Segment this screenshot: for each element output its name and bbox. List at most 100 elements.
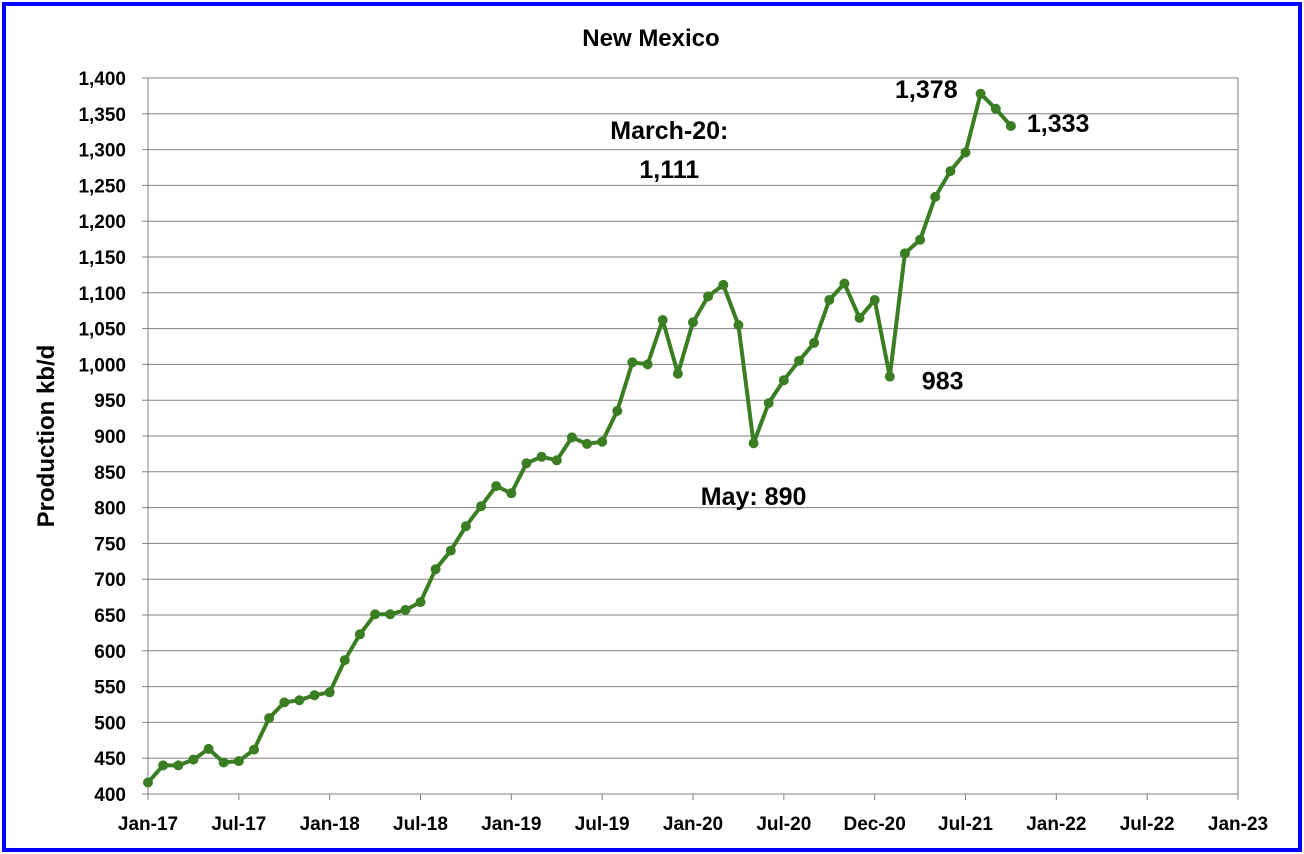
data-point: [203, 743, 214, 754]
data-point: [763, 398, 774, 409]
x-tick-label: Jul-21: [938, 814, 993, 835]
y-tick-label: 1,250: [78, 176, 126, 197]
data-point: [748, 438, 759, 449]
annotations: March-20: 1,111 May: 890 983 1,378 1,333: [610, 76, 1089, 511]
data-point: [506, 488, 517, 499]
data-point: [294, 695, 305, 706]
data-point: [309, 690, 320, 701]
y-tick-label: 1,300: [78, 141, 126, 162]
series-group: [143, 88, 1016, 788]
x-tick-label: Jan-19: [481, 814, 541, 835]
data-point: [158, 760, 169, 771]
data-point: [672, 368, 683, 379]
y-tick-label: 450: [94, 749, 126, 770]
x-tick-label: Jul-19: [575, 814, 630, 835]
y-tick-label: 550: [94, 678, 126, 699]
y-tick-label: 400: [94, 785, 126, 806]
data-point: [143, 777, 153, 788]
data-point: [809, 337, 820, 348]
y-tick-label: 1,200: [78, 212, 126, 233]
y-tick-label: 600: [94, 642, 126, 663]
data-point: [854, 312, 865, 323]
data-point: [839, 278, 850, 289]
data-point: [778, 375, 789, 386]
data-point: [264, 713, 275, 724]
data-point: [960, 147, 971, 158]
data-point: [990, 103, 1001, 114]
data-point: [385, 609, 396, 620]
data-point: [899, 248, 910, 259]
data-point: [869, 295, 880, 305]
x-tick-label: Jul-22: [1120, 814, 1175, 835]
data-point: [354, 629, 365, 640]
data-point: [582, 438, 592, 449]
data-point: [521, 458, 532, 469]
x-tick-labels: Jan-17 Jul-17 Jan-18 Jul-18 Jan-19 Jul-19 Jan-…: [118, 814, 1268, 835]
gridlines: [142, 77, 1239, 800]
data-point: [945, 166, 956, 177]
y-tick-label: 1,350: [78, 105, 126, 126]
y-tick-label: 1,100: [78, 284, 126, 305]
annotation-label: 1,378: [895, 76, 958, 104]
data-point: [915, 234, 926, 245]
y-tick-labels: 400 450 500 550 600 650 700 750 800 850 900 950 1,00…: [78, 69, 126, 806]
y-tick-label: 500: [94, 713, 126, 734]
data-point: [279, 697, 290, 708]
data-point: [642, 359, 653, 370]
y-tick-label: 950: [94, 391, 126, 412]
data-point: [218, 757, 229, 768]
data-point: [824, 295, 835, 305]
y-tick-label: 1,050: [78, 320, 126, 341]
series-line: [146, 91, 1013, 784]
x-tick-label: Dec-20: [844, 814, 906, 835]
y-tick-label: 700: [94, 570, 126, 591]
data-point: [536, 451, 547, 462]
data-point: [445, 545, 456, 556]
y-tick-label: 1,000: [78, 355, 126, 376]
x-tick-label: Jan-20: [663, 814, 723, 835]
data-point: [173, 760, 184, 771]
data-point: [733, 320, 744, 330]
data-point: [324, 687, 335, 698]
data-point: [566, 432, 577, 443]
y-tick-label: 850: [94, 463, 126, 484]
data-point: [930, 191, 941, 202]
data-point: [415, 597, 426, 608]
x-tick-label: Jul-17: [211, 814, 266, 835]
x-tick-label: Jan-23: [1208, 814, 1268, 835]
annotation-label: May: 890: [701, 483, 807, 511]
data-point: [476, 501, 487, 512]
annotation-label: 1,333: [1027, 110, 1090, 138]
y-tick-label: 1,400: [78, 69, 126, 90]
data-point: [400, 605, 411, 615]
y-axis-label: Production kb/d: [33, 345, 60, 528]
data-point: [597, 436, 608, 447]
data-point: [339, 655, 350, 666]
y-tick-label: 750: [94, 534, 126, 555]
data-point: [627, 357, 638, 368]
data-point: [703, 291, 714, 302]
data-point: [188, 754, 199, 765]
data-point: [718, 279, 729, 290]
y-tick-label: 900: [94, 427, 126, 448]
y-tick-label: 1,150: [78, 248, 126, 269]
data-point: [884, 371, 895, 382]
data-point: [233, 756, 244, 767]
annotation-label: 1,111: [639, 156, 699, 184]
x-tick-label: Jan-22: [1026, 814, 1086, 835]
x-tick-label: Jul-18: [393, 814, 448, 835]
data-point: [491, 481, 502, 492]
chart-title: New Mexico: [582, 25, 719, 52]
data-point: [249, 744, 259, 755]
data-point: [551, 455, 562, 466]
data-point: [1005, 121, 1016, 131]
data-point: [794, 355, 804, 366]
data-point: [460, 521, 471, 532]
data-point: [430, 564, 441, 575]
data-point: [612, 405, 623, 416]
data-point: [370, 609, 381, 620]
x-tick-label: Jan-17: [118, 814, 178, 835]
annotation-label: March-20:: [610, 117, 728, 145]
y-tick-label: 650: [94, 606, 126, 627]
